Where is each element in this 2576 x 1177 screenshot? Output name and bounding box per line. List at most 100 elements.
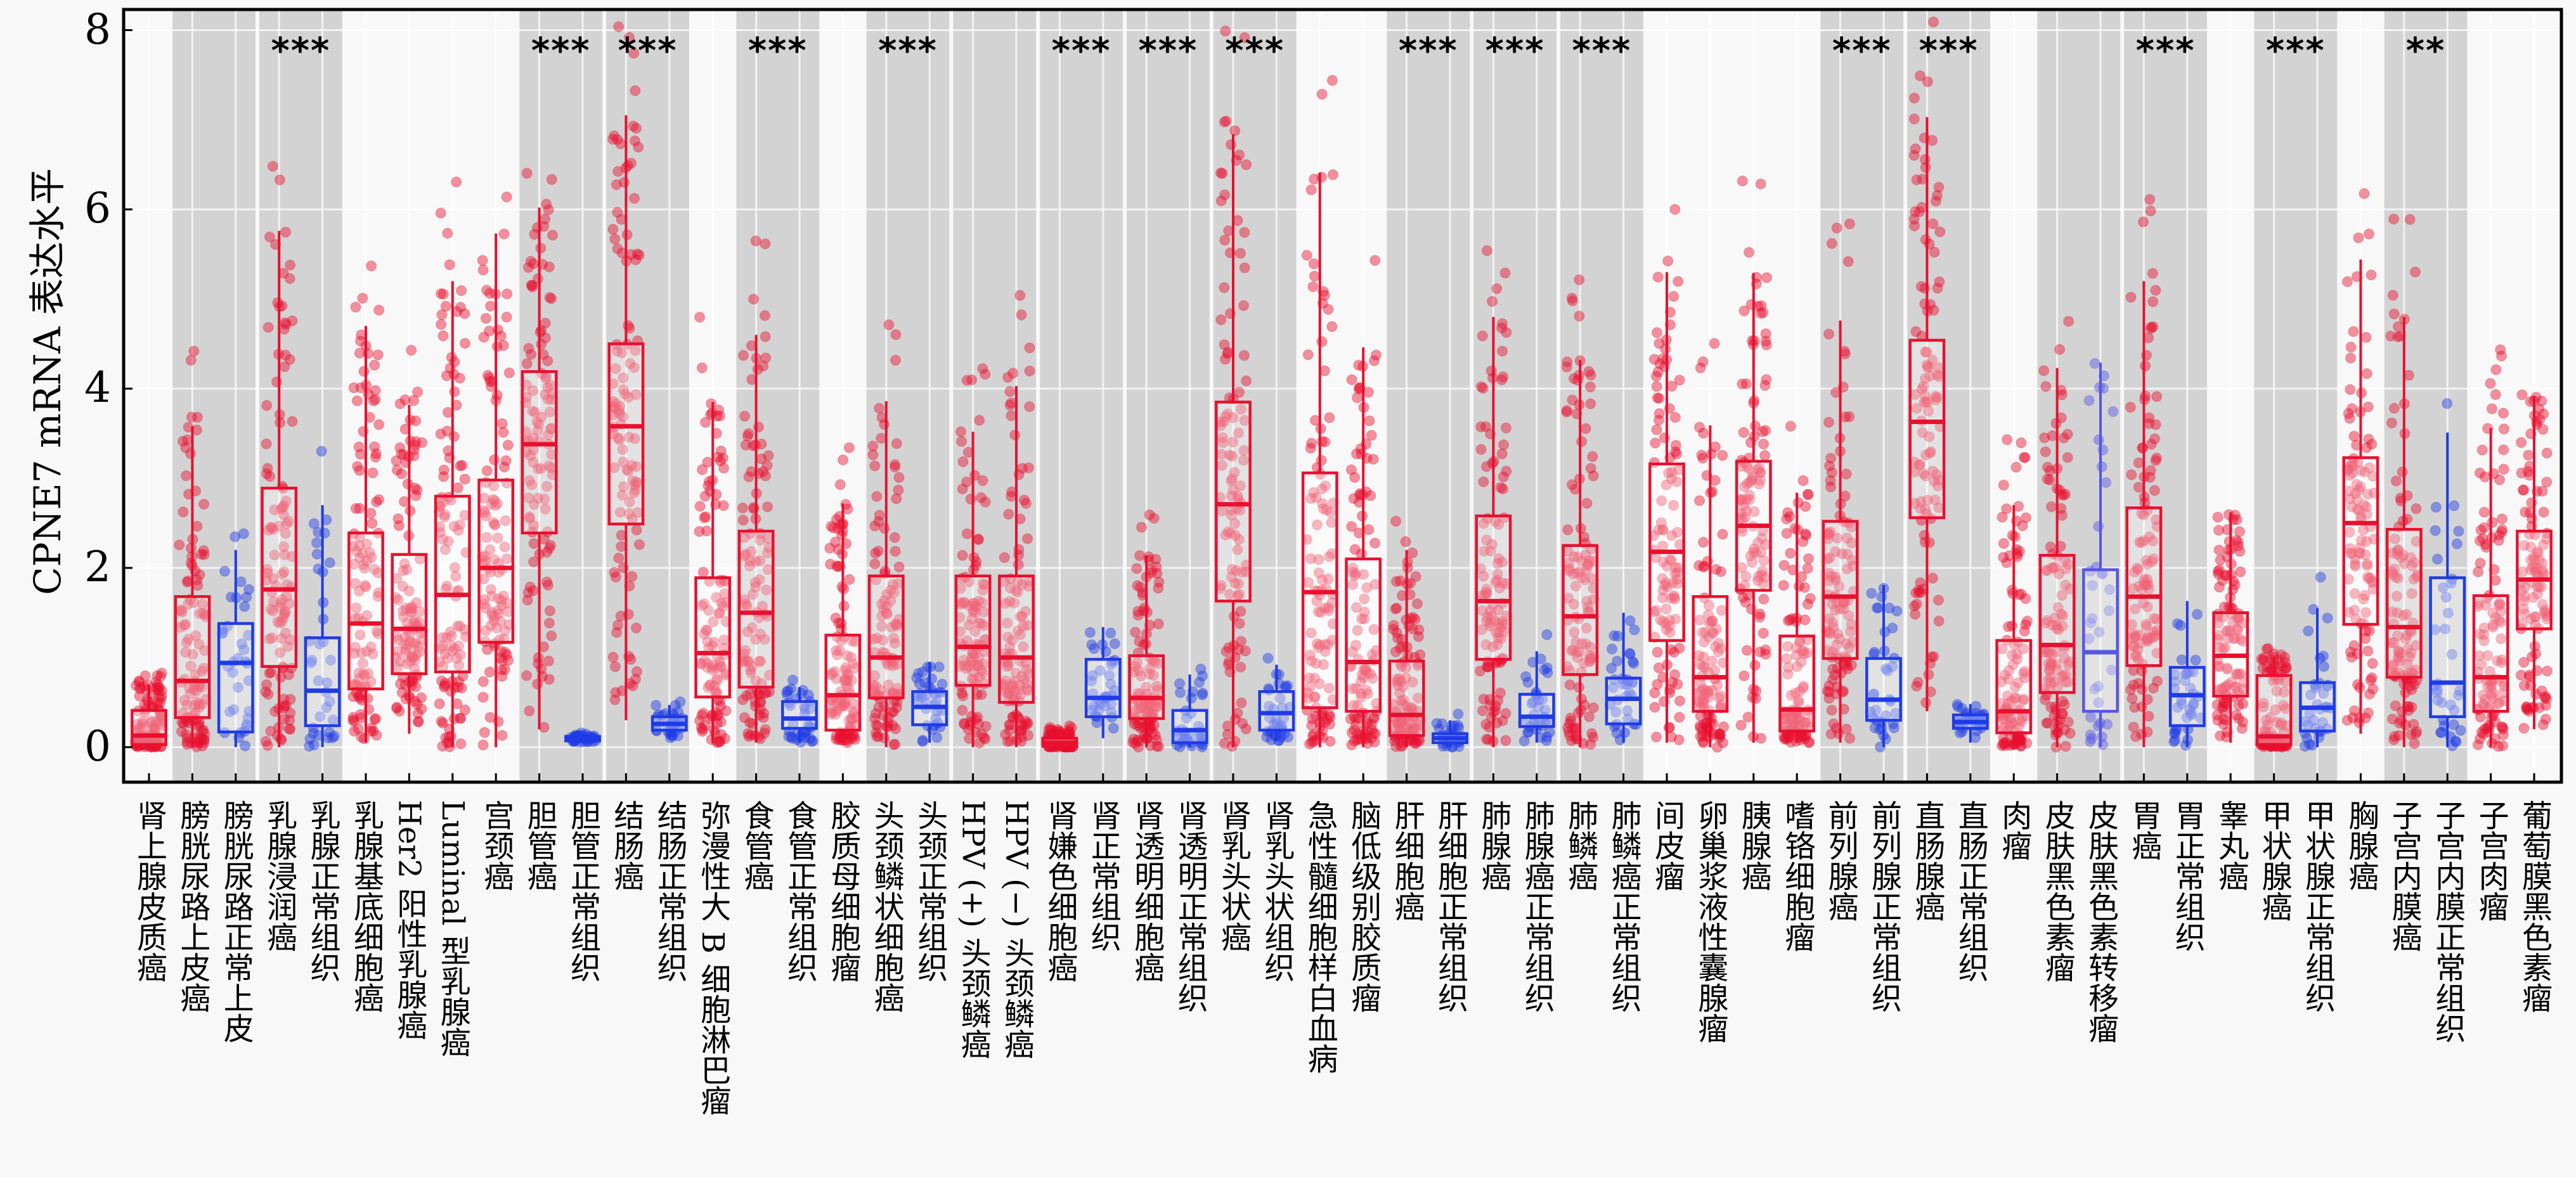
- jitter-point: [138, 716, 149, 727]
- jitter-point: [1740, 378, 1752, 389]
- jitter-point: [146, 717, 157, 728]
- jitter-point: [650, 700, 662, 711]
- jitter-point: [1785, 548, 1796, 559]
- jitter-point: [737, 515, 749, 526]
- jitter-point: [133, 676, 145, 688]
- jitter-point: [2020, 512, 2031, 524]
- jitter-point: [1998, 537, 2009, 549]
- jitter-point: [151, 716, 162, 728]
- jitter-point: [1782, 507, 1794, 518]
- jitter-point: [1174, 678, 1186, 689]
- jitter-point: [528, 538, 540, 550]
- jitter-point: [2393, 730, 2404, 741]
- jitter-point: [2345, 342, 2357, 353]
- jitter-point: [521, 670, 533, 681]
- jitter-point: [2019, 452, 2031, 463]
- jitter-point: [1612, 631, 1624, 642]
- jitter-point: [191, 520, 203, 532]
- jitter-point: [1004, 399, 1016, 411]
- jitter-point: [701, 525, 713, 537]
- jitter-point: [2411, 503, 2422, 515]
- jitter-point: [266, 522, 277, 533]
- jitter-point: [486, 381, 497, 392]
- jitter-point: [2318, 661, 2329, 672]
- jitter-point: [1650, 437, 1661, 449]
- jitter-point: [2146, 439, 2157, 450]
- jitter-point: [912, 667, 924, 679]
- jitter-point: [266, 632, 278, 643]
- jitter-point: [198, 737, 210, 749]
- jitter-point: [743, 731, 754, 742]
- jitter-point: [717, 453, 728, 464]
- jitter-point: [540, 332, 551, 344]
- jitter-point: [284, 354, 295, 365]
- jitter-point: [1316, 89, 1328, 100]
- jitter-point: [150, 676, 162, 688]
- jitter-point: [630, 622, 642, 634]
- jitter-point: [2388, 308, 2400, 319]
- jitter-point: [838, 454, 849, 466]
- jitter-point: [261, 438, 272, 449]
- box: [2082, 568, 2119, 713]
- jitter-point: [1369, 537, 1381, 549]
- jitter-point: [914, 678, 925, 689]
- jitter-point: [1151, 740, 1162, 752]
- jitter-point: [2020, 619, 2031, 631]
- jitter-point: [2138, 216, 2149, 228]
- jitter-point: [2430, 501, 2442, 513]
- box: [1258, 690, 1295, 732]
- jitter-point: [748, 503, 760, 515]
- jitter-point: [1522, 677, 1534, 688]
- jitter-point: [1844, 218, 1855, 229]
- jitter-point: [760, 238, 771, 250]
- jitter-point: [936, 678, 948, 690]
- jitter-point: [1803, 489, 1814, 500]
- jitter-point: [412, 708, 424, 719]
- jitter-point: [2175, 620, 2186, 631]
- jitter-point: [197, 725, 208, 736]
- jitter-point: [2083, 395, 2095, 406]
- jitter-point: [1652, 646, 1663, 658]
- jitter-point: [1778, 579, 1789, 591]
- shaded-pair-band: [2384, 10, 2468, 782]
- jitter-point: [891, 702, 903, 713]
- jitter-point: [1932, 190, 1943, 201]
- jitter-point: [1262, 652, 1274, 664]
- jitter-point: [410, 415, 422, 427]
- jitter-point: [1738, 427, 1749, 438]
- jitter-point: [1475, 444, 1487, 455]
- jitter-point: [1241, 375, 1252, 387]
- jitter-point: [281, 518, 292, 529]
- jitter-point: [1612, 655, 1623, 667]
- jitter-point: [230, 531, 241, 543]
- box: [217, 622, 254, 734]
- jitter-point: [238, 644, 250, 655]
- jitter-point: [973, 534, 984, 545]
- jitter-point: [2366, 269, 2377, 281]
- jitter-point: [1002, 736, 1013, 747]
- jitter-point: [2150, 285, 2161, 296]
- jitter-point: [1478, 476, 1489, 487]
- jitter-point: [2397, 466, 2408, 478]
- jitter-point: [278, 323, 290, 335]
- jitter-point: [240, 740, 251, 752]
- jitter-point: [477, 676, 489, 687]
- jitter-point: [198, 734, 210, 745]
- jitter-point: [1927, 218, 1939, 229]
- jitter-point: [1302, 349, 1314, 361]
- jitter-point: [287, 416, 298, 427]
- jitter-point: [1390, 515, 1402, 527]
- jitter-point: [882, 721, 893, 732]
- jitter-point: [452, 482, 463, 494]
- jitter-point: [1651, 424, 1662, 435]
- jitter-point: [2315, 572, 2326, 583]
- jitter-point: [615, 610, 626, 622]
- jitter-point: [502, 439, 514, 451]
- jitter-point: [1674, 712, 1685, 723]
- jitter-point: [135, 681, 146, 693]
- jitter-point: [272, 297, 283, 308]
- jitter-point: [2442, 398, 2453, 409]
- jitter-point: [416, 692, 427, 704]
- jitter-point: [454, 712, 465, 724]
- jitter-point: [2388, 402, 2400, 414]
